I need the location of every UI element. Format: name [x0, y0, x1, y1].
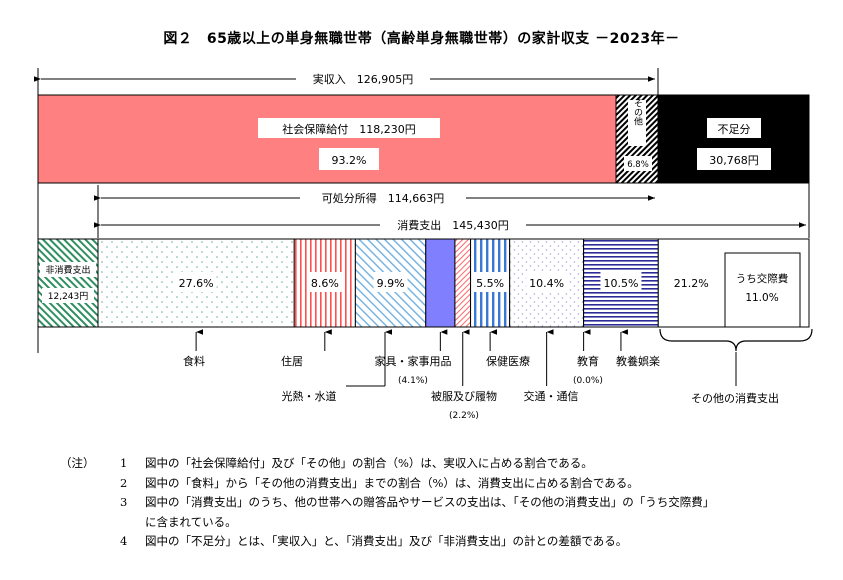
footnote-number: 2 [120, 475, 128, 490]
clothing-label: 被服及び履物 [431, 389, 497, 403]
non-consumption-label-bg [40, 262, 96, 277]
food-share: 27.6% [179, 277, 214, 290]
footnote-number: 1 [120, 456, 128, 470]
other-income-share: 6.8% [627, 160, 649, 170]
social-security-share-bg [319, 148, 379, 170]
housing-label: 住居 [281, 354, 303, 368]
social-security-label: 社会保障給付 118,230円 [282, 122, 416, 136]
clothing-segment [454, 238, 472, 328]
other-consumption-brace [659, 328, 813, 352]
footnote-number: 3 [120, 495, 128, 509]
fuel-water-label: 光熱・水道 [282, 389, 337, 403]
footnote-4: 4 図中の「不足分」とは、「実収入」と、「消費支出」及び「非消費支出」の計との差… [60, 532, 825, 552]
fuel-water-share-bg [373, 272, 408, 292]
transport-label: 交通・通信 [524, 389, 579, 403]
non-consumption-value: 12,243円 [48, 291, 89, 302]
footnote-number: 4 [120, 534, 128, 548]
other-income-label-bg [628, 100, 646, 146]
social-security-label-bg [258, 118, 440, 138]
recreation-segment [583, 238, 659, 328]
consumption-label-bg [380, 217, 526, 233]
entertainment-label: うち交際費 [736, 272, 789, 285]
other-income-label: その他 [632, 98, 643, 126]
housing-share: 8.6% [311, 277, 339, 290]
shortfall-value-bg [697, 148, 771, 170]
footnote-2: 2 図中の「食料」から「その他の消費支出」までの割合（%）は、消費支出に占める割… [60, 474, 825, 494]
footnotes: （注） 1 図中の「社会保障給付」及び「その他」の割合（%）は、実収入に占める割… [60, 454, 825, 552]
non-consumption-value-bg [42, 288, 94, 303]
footnote-text: 図中の「不足分」とは、「実収入」と、「消費支出」及び「非消費支出」の計との差額で… [145, 534, 628, 548]
footnote-number [120, 513, 145, 533]
fuel-water-share: 9.9% [377, 277, 405, 290]
recreation-label: 教養娯楽 [616, 354, 660, 368]
clothing-share: (2.2%) [449, 411, 479, 421]
disposable-label-bg [300, 190, 466, 206]
entertainment-box [724, 252, 801, 328]
footnote-text: 図中の「社会保障給付」及び「その他」の割合（%）は、実収入に占める割合である。 [145, 456, 593, 470]
recreation-share-bg [600, 272, 642, 292]
disposable-label: 可処分所得 114,663円 [322, 192, 445, 205]
footnote-text: に含まれている。 [145, 514, 237, 529]
household-budget-chart: 実収入 126,905円 社会保障給付 118,230円 93.2% その他 6… [34, 68, 813, 421]
transport-share: 10.4% [529, 277, 564, 290]
social-security-share: 93.2% [332, 154, 367, 167]
housing-share-bg [307, 272, 342, 292]
education-label: 教育 [577, 354, 599, 368]
footnote-text: 図中の「消費支出」のうち、他の世帯への贈答品やサービスの支出は、「その他の消費支… [145, 495, 715, 509]
other-consumption-share-bg [670, 272, 712, 292]
shortfall-value: 30,768円 [709, 154, 759, 167]
income-label-bg [296, 71, 430, 87]
shortfall-label-bg [707, 118, 761, 138]
footnote-1: （注） 1 図中の「社会保障給付」及び「その他」の割合（%）は、実収入に占める割… [60, 454, 825, 474]
furniture-share: (4.1%) [398, 376, 428, 386]
health-share-bg [473, 272, 508, 292]
non-consumption-segment [37, 238, 99, 328]
other-income-share-bg [624, 156, 652, 171]
other-consumption-label: その他の消費支出 [691, 391, 779, 405]
entertainment-share: 11.0% [745, 292, 778, 304]
non-consumption-label: 非消費支出 [45, 264, 90, 276]
education-share: (0.0%) [573, 376, 603, 386]
shortfall-label: 不足分 [718, 123, 751, 136]
food-label: 食料 [183, 354, 205, 368]
consumption-label: 消費支出 145,430円 [397, 218, 509, 232]
transport-share-bg [526, 272, 568, 292]
furniture-label: 家具・家事用品 [375, 354, 452, 368]
health-label: 保健医療 [486, 354, 530, 368]
footnote-text: 図中の「食料」から「その他の消費支出」までの割合（%）は、消費支出に占める割合で… [145, 475, 639, 490]
furniture-segment [425, 238, 456, 328]
health-share: 5.5% [476, 277, 504, 290]
income-label: 実収入 126,905円 [313, 72, 414, 86]
footnote-mark: （注） [60, 456, 95, 470]
chart-title: 図２ 65歳以上の単身無職世帯（高齢単身無職世帯）の家計収支 －2023年－ [163, 31, 680, 47]
other-consumption-share: 21.2% [674, 277, 709, 290]
recreation-share: 10.5% [603, 277, 638, 290]
food-share-bg [175, 272, 217, 292]
expenditure-segments: 27.6% 8.6% 9.9% 5.5% 10.4% 10.5% 21.2% [97, 238, 810, 328]
footnote-3-cont: に含まれている。 [60, 513, 825, 533]
footnote-3: 3 図中の「消費支出」のうち、他の世帯への贈答品やサービスの支出は、「その他の消… [60, 493, 825, 513]
